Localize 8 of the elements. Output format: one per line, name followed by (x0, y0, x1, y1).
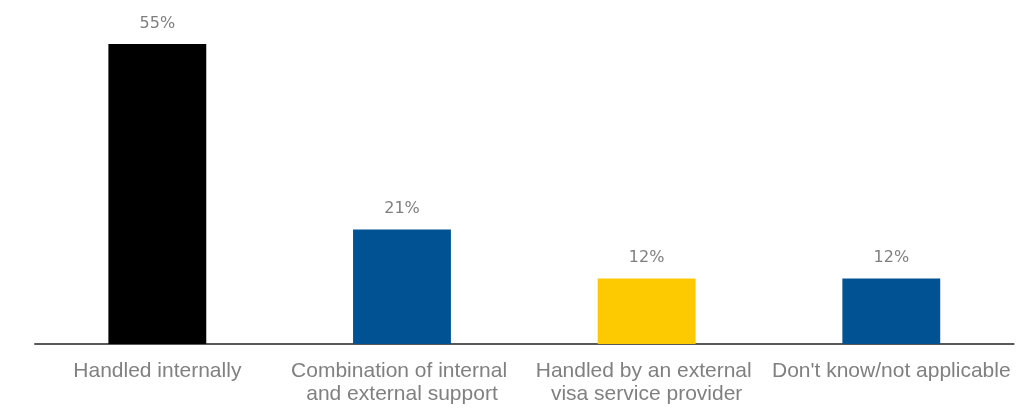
data-label: 21% (384, 197, 420, 217)
data-label: 12% (628, 247, 665, 267)
x-tick-label: Don't know/not applicable (771, 358, 1011, 381)
data-label: 12% (873, 247, 910, 267)
data-label: 55% (139, 12, 176, 32)
x-tick-label: Combination of internal and external support (291, 358, 513, 404)
x-tick-label: Handled by an external visa service provider (535, 358, 758, 404)
x-tick-label: Handled internally (73, 358, 242, 381)
